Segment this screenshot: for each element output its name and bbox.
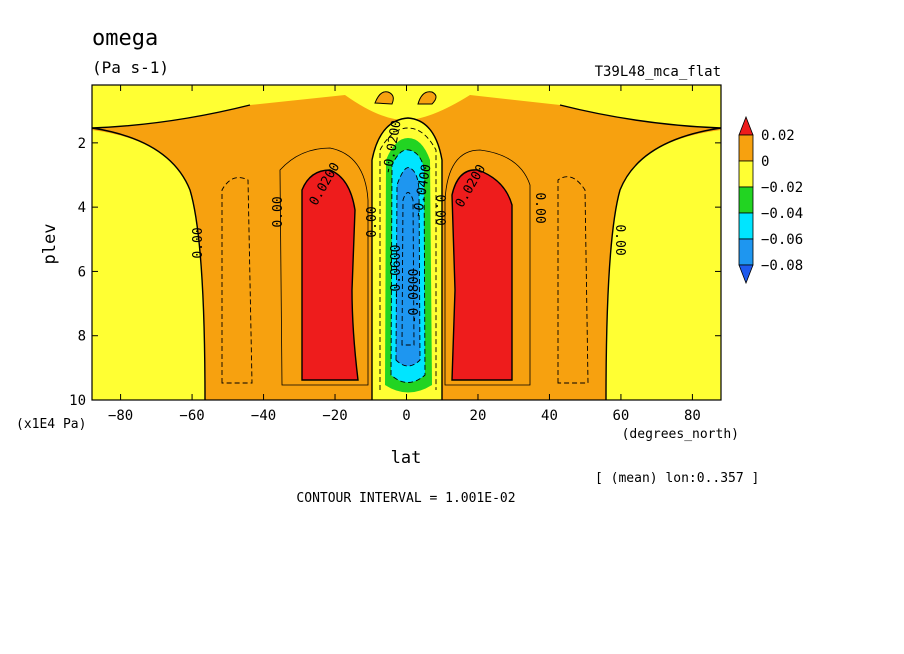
contour-label: 0.00: [191, 227, 206, 258]
colorbar-label: −0.08: [761, 258, 803, 274]
red-cell-right-outline: [451, 169, 513, 381]
x-tick-label: 80: [684, 408, 701, 424]
colorbar-label: 0: [761, 154, 769, 170]
zero-contour-center: [371, 117, 443, 400]
descent-cell-nh: [452, 169, 512, 380]
x-axis-units: (degrees_north): [622, 427, 739, 442]
colorbar-swatch: [738, 212, 754, 240]
contour-label: 0.00: [532, 192, 547, 223]
x-axis-label: lat: [391, 448, 422, 468]
colorbar-swatch: [738, 264, 754, 285]
colorbar-swatch: [738, 134, 754, 162]
zero-contour-left-outer: [91, 127, 206, 401]
contour-label: 0.00: [612, 224, 627, 255]
colorbar: 0.02 0 −0.02 −0.04 −0.06 −0.08: [738, 115, 803, 285]
x-tick-label: −40: [251, 408, 276, 424]
y-axis-units: (x1E4 Pa): [16, 417, 86, 432]
x-tick-label: 60: [613, 408, 630, 424]
thin-contours: [279, 147, 531, 386]
upper-features: [374, 91, 437, 105]
y-tick-label: 4: [78, 200, 86, 216]
contour-lines: [91, 104, 722, 401]
negative-omega-region-nh: [606, 130, 721, 400]
colorbar-label: −0.06: [761, 232, 803, 248]
contour-label: -0.0600: [389, 245, 404, 300]
x-tick-label: 40: [541, 408, 558, 424]
zero-contour-top: [91, 104, 722, 129]
negative-contours: [221, 127, 589, 390]
colorbar-swatch: [738, 238, 754, 266]
descent-cell-sh: [302, 170, 358, 380]
y-axis: 2 4 6 8 10: [69, 136, 721, 409]
colorbar-label: −0.04: [761, 206, 803, 222]
plot-area: 0.000.000.02000.00-0.0200-0.0400-0.0600-…: [91, 84, 722, 401]
x-tick-label: 20: [470, 408, 487, 424]
x-tick-label: −80: [108, 408, 133, 424]
contour-label: -0.0800: [407, 269, 422, 324]
contour-label: 0.00: [365, 206, 380, 237]
x-axis: −80 −60 −40 −20 0 20 40 60 80: [108, 85, 701, 424]
averaging-note: [ (mean) lon:0..357 ]: [595, 471, 759, 486]
zero-contour-right-outer: [605, 127, 722, 401]
x-tick-label: −20: [322, 408, 347, 424]
colorbar-swatch: [738, 160, 754, 188]
y-tick-label: 2: [78, 136, 86, 152]
colorbar-swatch: [738, 186, 754, 214]
chart-units: (Pa s-1): [92, 58, 169, 77]
negative-omega-region-sh: [92, 130, 205, 400]
contour-interval: CONTOUR INTERVAL = 1.001E-02: [296, 491, 515, 506]
colorbar-swatch: [738, 115, 754, 136]
upper-negative-band: [92, 85, 721, 128]
colorbar-label: 0.02: [761, 128, 795, 144]
colorbar-label: −0.02: [761, 180, 803, 196]
red-cell-left-outline: [301, 169, 359, 381]
experiment-label: T39L48_mca_flat: [595, 64, 721, 80]
contour-label: 0.00: [271, 196, 286, 227]
y-tick-label: 6: [78, 264, 86, 280]
chart-title: omega: [92, 26, 158, 51]
y-axis-label: plev: [40, 224, 60, 265]
x-tick-label: −60: [179, 408, 204, 424]
y-tick-label: 8: [78, 329, 86, 345]
contour-label: 0.00: [432, 194, 447, 225]
y-tick-label: 10: [69, 393, 86, 409]
x-tick-label: 0: [402, 408, 410, 424]
